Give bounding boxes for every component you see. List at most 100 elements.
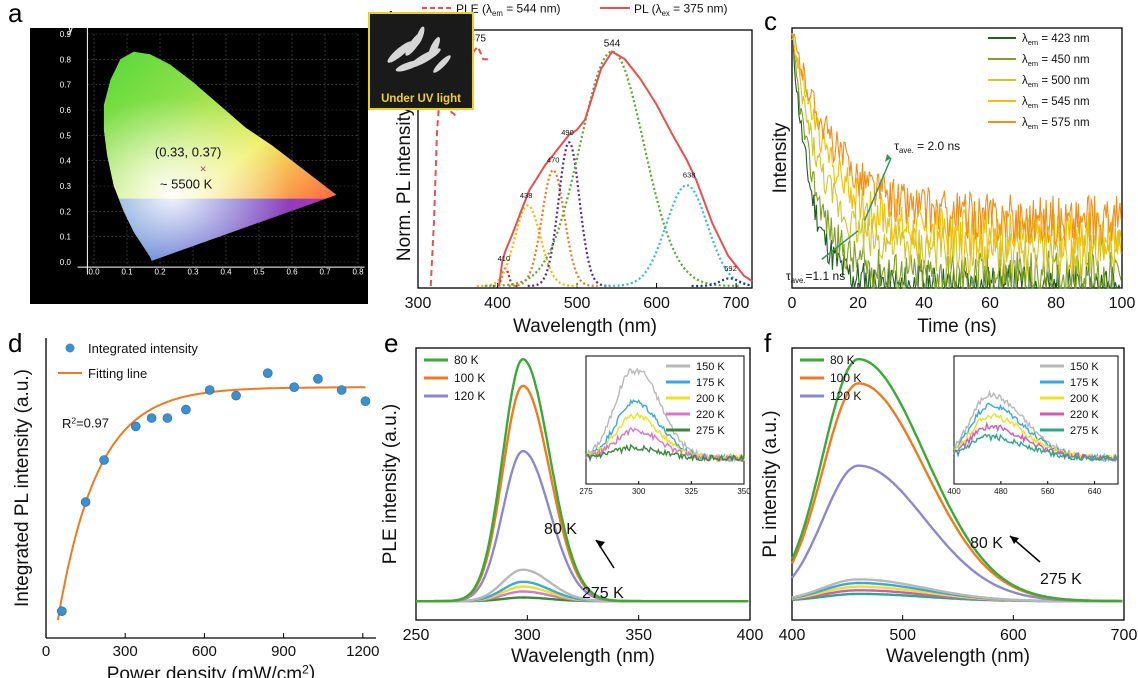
cie-x-tick: 0.3 — [187, 268, 199, 277]
panel-letter-f: f — [764, 328, 772, 358]
panel-d-x-tick: 900 — [271, 643, 296, 660]
cie-x-tick: 0.0 — [88, 268, 100, 277]
cie-y-tick: 0.2 — [60, 207, 72, 216]
panelE-arrow-head — [596, 540, 605, 548]
panel-d-point — [336, 385, 347, 395]
panelE-y-label: PLE intensity (a.u.) — [380, 404, 401, 565]
panel-d-point — [204, 385, 215, 395]
panel-b-gaussian-6 — [691, 277, 753, 288]
panel-b-peak-label: 375 — [469, 34, 486, 45]
panel-c-series-4 — [791, 33, 1122, 247]
panel-c-y-label: Intensity — [770, 122, 791, 193]
panel-b-gaussian-3 — [527, 141, 611, 288]
panelF-y-label: PL intensity (a.u.) — [760, 410, 781, 557]
panel-e-ple: 250 300 350 400 Wavelength (nm) PLE intensity… — [380, 347, 764, 667]
panelF-inset-legend-label: 200 K — [1070, 393, 1099, 405]
panel-b-peak-label: 638 — [683, 171, 696, 180]
panel-d-point — [80, 497, 91, 507]
panel-b-x-label: Wavelength (nm) — [513, 316, 657, 337]
cie-x-axis-label: x — [368, 264, 374, 278]
panel-b-x-tick: 400 — [484, 295, 511, 312]
panel-b-gaussian-0 — [492, 267, 519, 288]
panelE-x-tick: 350 — [625, 627, 652, 644]
panel-d-x-label: Power density (mW/cm2) — [107, 662, 316, 678]
panelE-inset-tick: 350 — [737, 487, 751, 496]
cie-x-tick: 0.7 — [319, 268, 331, 277]
panel-b-gaussian-4 — [484, 50, 740, 287]
panel-b-x-tick: 700 — [723, 295, 750, 312]
panel-d-point — [360, 396, 371, 407]
panelE-inset-curve — [585, 398, 745, 463]
panel-c-x-tick: 0 — [788, 295, 797, 312]
cie-x-tick: 0.5 — [253, 268, 265, 277]
panel-b-gaussian-2 — [508, 168, 598, 288]
cie-y-tick: 0.3 — [60, 182, 72, 191]
panel-c-x-tick: 20 — [849, 295, 867, 312]
cie-y-tick: 0.4 — [60, 157, 72, 166]
panelE-inset-box — [585, 355, 745, 485]
cie-point-label: (0.33, 0.37) — [155, 144, 222, 159]
panelF-inset-tick: 400 — [947, 487, 961, 496]
panel-c-x-tick: 40 — [915, 295, 933, 312]
panel-c-legend-label: λem = 423 nm — [1022, 33, 1090, 47]
panelE-inset-tick: 275 — [579, 487, 593, 496]
panel-d-legend-marker — [65, 343, 75, 353]
panel-f-pl: 400 500 600 700 Wavelength (nm) PL intensity … — [760, 347, 1137, 667]
panel-d-x-tick: 600 — [192, 643, 217, 660]
panel-letter-e: e — [384, 328, 398, 358]
panel-b-gaussian-5 — [604, 184, 753, 288]
panelE-inset-tick: 325 — [685, 487, 699, 496]
panelE-inset-legend-label: 220 K — [696, 409, 725, 421]
uv-light-photo: Under UV light — [368, 12, 474, 110]
panel-d-point — [146, 413, 157, 423]
panel-c-decay: 0 20 40 60 80 100 Time (ns) Intensity λem = 423 … — [770, 27, 1135, 337]
panel-b-x-tick: 600 — [643, 295, 670, 312]
cie-x-tick: 0.1 — [121, 268, 133, 277]
panelF-legend-label: 120 K — [830, 389, 861, 403]
panel-c-legend-label: λem = 545 nm — [1022, 96, 1090, 110]
panelF-arrow-label-low: 275 K — [1040, 571, 1082, 588]
panelF-x-tick: 500 — [889, 627, 916, 644]
panelE-inset-curve — [585, 443, 745, 463]
panel-d-point — [231, 390, 241, 401]
panel-letter-d: d — [8, 328, 22, 358]
panelF-inset-curve — [953, 432, 1118, 463]
panelE-x-tick: 300 — [514, 627, 541, 644]
panel-d-x-tick: 300 — [113, 643, 138, 660]
panel-b-x-tick: 300 — [405, 295, 432, 312]
panelE-inset-legend-label: 150 K — [696, 361, 725, 373]
panel-b-peak-label: 490 — [561, 128, 574, 137]
panel-b-x-tick: 500 — [564, 295, 591, 312]
panelF-x-label: Wavelength (nm) — [886, 646, 1030, 667]
panelE-x-tick: 400 — [737, 627, 764, 644]
panelE-arrow-label-low: 275 K — [582, 585, 624, 602]
panelE-curve — [416, 358, 749, 603]
panel-d-point — [162, 413, 173, 423]
panel-c-x-tick: 80 — [1047, 295, 1065, 312]
panelF-x-tick: 400 — [779, 627, 806, 644]
panel-d-point — [130, 421, 141, 432]
panel-d-x-tick: 1200 — [346, 643, 379, 660]
cie-point-marker: × — [200, 163, 206, 175]
panelF-inset-curve — [953, 421, 1118, 462]
cie-x-tick: 0.6 — [286, 268, 298, 277]
panel-c-legend-label: λem = 575 nm — [1022, 117, 1090, 131]
panelE-x-label: Wavelength (nm) — [511, 646, 655, 667]
panel-a-cie-diagram: 0.0 0.1 0.2 0.3 0.4 0.5 0.6 0.7 0.8 0.0 0.1 0.2 0.3 0… — [30, 21, 374, 304]
panel-c-x-tick: 60 — [981, 295, 999, 312]
panelE-inset-legend-label: 200 K — [696, 393, 725, 405]
panel-c-legend-label: λem = 500 nm — [1022, 75, 1090, 89]
panelF-inset-legend-label: 150 K — [1070, 361, 1099, 373]
panelF-inset-legend-label: 175 K — [1070, 377, 1099, 389]
panelF-x-tick: 600 — [1000, 627, 1027, 644]
panel-c-x-label: Time (ns) — [917, 316, 997, 337]
cie-x-tick: 0.4 — [220, 268, 232, 277]
panelE-inset-curve — [585, 426, 745, 463]
panel-d-legend-fit: Fitting line — [88, 366, 147, 381]
panelF-inset-tick: 560 — [1041, 487, 1055, 496]
panel-letter-c: c — [764, 6, 777, 36]
panel-b-peak-label: 544 — [604, 39, 621, 50]
cie-y-tick: 0.9 — [60, 30, 72, 39]
panelE-legend-label: 100 K — [454, 371, 485, 385]
panel-d-r2: R2=0.97 — [62, 415, 109, 431]
